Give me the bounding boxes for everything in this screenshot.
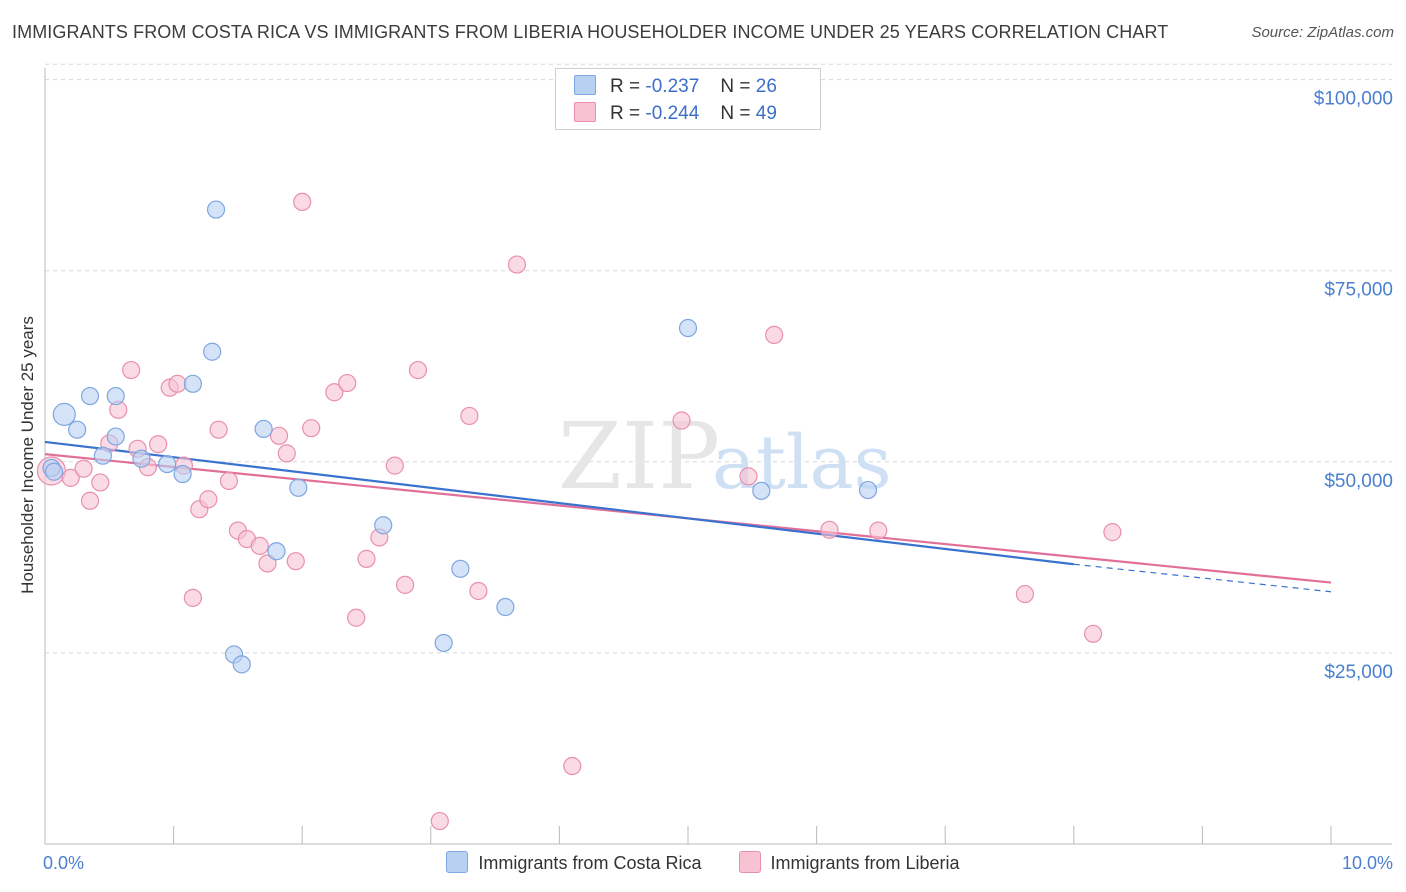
point-liberia — [80, 491, 100, 510]
point-costa-rica — [289, 478, 308, 497]
watermark: ZIP atlas — [558, 403, 892, 510]
point-costa-rica — [106, 427, 125, 446]
point-liberia — [765, 325, 784, 345]
legend-label-liberia: Immigrants from Liberia — [770, 853, 960, 873]
point-costa-rica — [183, 374, 202, 393]
chart-title: IMMIGRANTS FROM COSTA RICA VS IMMIGRANTS… — [12, 22, 1169, 42]
costa-rica-swatch — [574, 75, 596, 95]
stats-row-liberia: R = -0.244 N = 49 — [574, 102, 777, 126]
point-liberia — [219, 471, 238, 491]
point-liberia — [507, 255, 527, 274]
n-label: N = — [720, 103, 751, 124]
y-tick-label: $75,000 — [1324, 280, 1393, 301]
point-costa-rica — [267, 542, 286, 561]
point-costa-rica — [80, 386, 100, 406]
point-liberia — [469, 581, 488, 601]
point-liberia — [820, 520, 839, 539]
point-liberia — [357, 549, 376, 568]
point-costa-rica — [496, 597, 515, 617]
x-tick-label: 0.0% — [43, 853, 84, 873]
liberia-swatch — [574, 102, 596, 122]
point-liberia — [258, 554, 277, 573]
point-liberia — [293, 192, 312, 212]
point-costa-rica — [106, 386, 125, 406]
legend-item-costa-rica[interactable]: Immigrants from Costa Rica — [446, 851, 701, 874]
point-costa-rica — [232, 655, 251, 674]
point-liberia — [149, 435, 168, 454]
tick-labels: $25,000 $50,000 $75,000 $100,000 0.0% 10.0% — [43, 89, 1393, 873]
legend-swatch-liberia — [738, 851, 761, 873]
n-value-costa-rica: 26 — [755, 76, 777, 97]
grid — [45, 63, 1392, 654]
point-costa-rica — [752, 481, 771, 500]
point-liberia — [277, 444, 296, 463]
point-liberia — [385, 456, 404, 475]
point-costa-rica — [93, 446, 112, 465]
point-liberia — [122, 360, 141, 380]
r-value-liberia: -0.244 — [645, 103, 700, 124]
point-liberia — [1103, 523, 1122, 542]
point-costa-rica — [678, 318, 698, 338]
x-tick-label: 10.0% — [1342, 853, 1393, 873]
point-costa-rica — [68, 420, 87, 439]
r-label: R = — [610, 103, 641, 124]
point-costa-rica — [374, 516, 393, 535]
n-value-liberia: 49 — [755, 103, 777, 124]
point-liberia — [430, 811, 449, 831]
point-costa-rica — [173, 464, 192, 484]
r-value-costa-rica: -0.237 — [645, 76, 700, 97]
point-liberia — [739, 467, 758, 486]
point-liberia — [1015, 584, 1035, 604]
data-points — [36, 192, 1122, 831]
point-liberia — [269, 426, 289, 445]
point-liberia — [286, 552, 305, 571]
y-tick-label: $50,000 — [1324, 471, 1393, 492]
point-liberia — [347, 608, 366, 627]
point-costa-rica — [858, 480, 878, 500]
point-liberia — [460, 406, 479, 426]
point-liberia — [61, 468, 80, 487]
point-liberia — [672, 411, 691, 430]
source-note: Source: ZipAtlas.com — [1251, 24, 1394, 41]
point-costa-rica — [158, 454, 177, 474]
point-liberia — [199, 490, 218, 509]
point-costa-rica — [44, 462, 64, 481]
stats-row-costa-rica: R = -0.237 N = 26 — [574, 75, 777, 99]
point-liberia — [168, 374, 187, 393]
point-costa-rica — [451, 559, 470, 578]
legend-swatch-costa-rica — [446, 851, 469, 873]
legend-label-costa-rica: Immigrants from Costa Rica — [478, 853, 702, 873]
point-costa-rica — [434, 633, 453, 653]
point-costa-rica — [254, 419, 273, 439]
point-liberia — [250, 536, 269, 555]
point-costa-rica — [206, 200, 226, 219]
point-liberia — [395, 575, 415, 594]
point-liberia — [563, 756, 582, 776]
trend-line-costa-rica — [44, 440, 1074, 566]
legend-item-liberia[interactable]: Immigrants from Liberia — [738, 851, 960, 874]
axes — [44, 68, 1392, 845]
point-costa-rica — [52, 402, 76, 427]
legend: Immigrants from Costa Rica Immigrants fr… — [0, 851, 1406, 874]
y-tick-label: $100,000 — [1314, 89, 1393, 110]
r-label: R = — [610, 76, 641, 97]
point-liberia — [869, 521, 888, 540]
point-liberia — [209, 420, 228, 439]
n-label: N = — [720, 76, 751, 97]
point-liberia — [74, 459, 93, 478]
point-costa-rica — [132, 449, 151, 468]
point-liberia — [408, 360, 428, 380]
point-liberia — [302, 419, 321, 438]
point-liberia — [183, 588, 202, 607]
point-liberia — [91, 473, 110, 492]
trend-lines — [44, 440, 1332, 593]
point-costa-rica — [203, 342, 222, 361]
point-liberia — [338, 373, 357, 393]
point-liberia — [325, 383, 344, 402]
stats-legend-box: R = -0.237 N = 26 R = -0.244 N = 49 — [555, 68, 821, 130]
watermark-zip: ZIP — [558, 403, 720, 510]
y-tick-label: $25,000 — [1324, 662, 1393, 683]
point-liberia — [1083, 624, 1103, 643]
